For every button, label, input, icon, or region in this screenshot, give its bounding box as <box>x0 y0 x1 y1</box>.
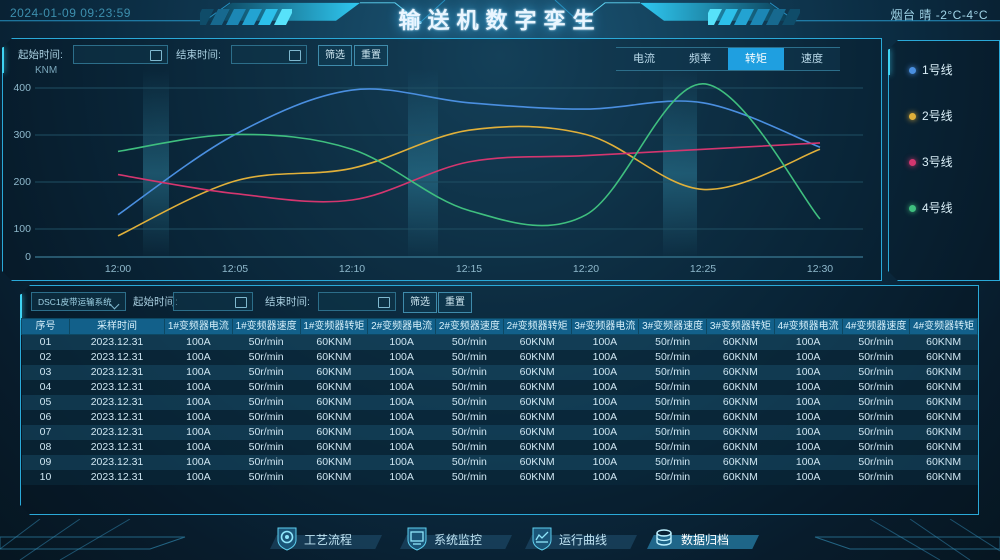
svg-text:0: 0 <box>25 251 31 263</box>
svg-text:12:05: 12:05 <box>222 263 248 275</box>
svg-text:12:00: 12:00 <box>105 263 131 275</box>
svg-text:200: 200 <box>13 176 31 188</box>
svg-text:300: 300 <box>13 129 31 141</box>
svg-text:100: 100 <box>13 223 31 235</box>
svg-text:12:30: 12:30 <box>807 263 833 275</box>
svg-text:400: 400 <box>13 82 31 94</box>
svg-text:12:10: 12:10 <box>339 263 365 275</box>
svg-text:12:20: 12:20 <box>573 263 599 275</box>
svg-text:12:15: 12:15 <box>456 263 482 275</box>
svg-text:12:25: 12:25 <box>690 263 716 275</box>
